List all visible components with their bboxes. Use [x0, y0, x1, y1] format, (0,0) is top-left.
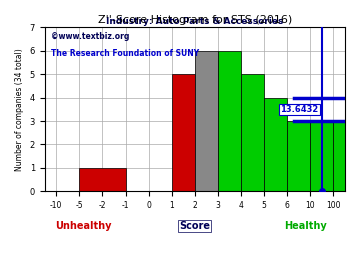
Text: Industry: Auto Parts & Accessories: Industry: Auto Parts & Accessories: [106, 16, 284, 26]
Bar: [310, 121, 333, 191]
Text: The Research Foundation of SUNY: The Research Foundation of SUNY: [51, 49, 199, 58]
Bar: [241, 74, 264, 191]
Text: Score: Score: [179, 221, 210, 231]
Bar: [287, 121, 310, 191]
Bar: [195, 51, 218, 191]
Bar: [172, 74, 195, 191]
Bar: [218, 51, 241, 191]
Bar: [333, 121, 356, 191]
Text: 13.6432: 13.6432: [280, 105, 319, 114]
Bar: [264, 97, 287, 191]
Bar: [79, 168, 126, 191]
Text: Unhealthy: Unhealthy: [55, 221, 112, 231]
Title: Z''-Score Histogram for STS (2016): Z''-Score Histogram for STS (2016): [98, 15, 292, 25]
Text: ©www.textbiz.org: ©www.textbiz.org: [51, 32, 129, 41]
Y-axis label: Number of companies (34 total): Number of companies (34 total): [15, 48, 24, 171]
Text: Healthy: Healthy: [284, 221, 327, 231]
